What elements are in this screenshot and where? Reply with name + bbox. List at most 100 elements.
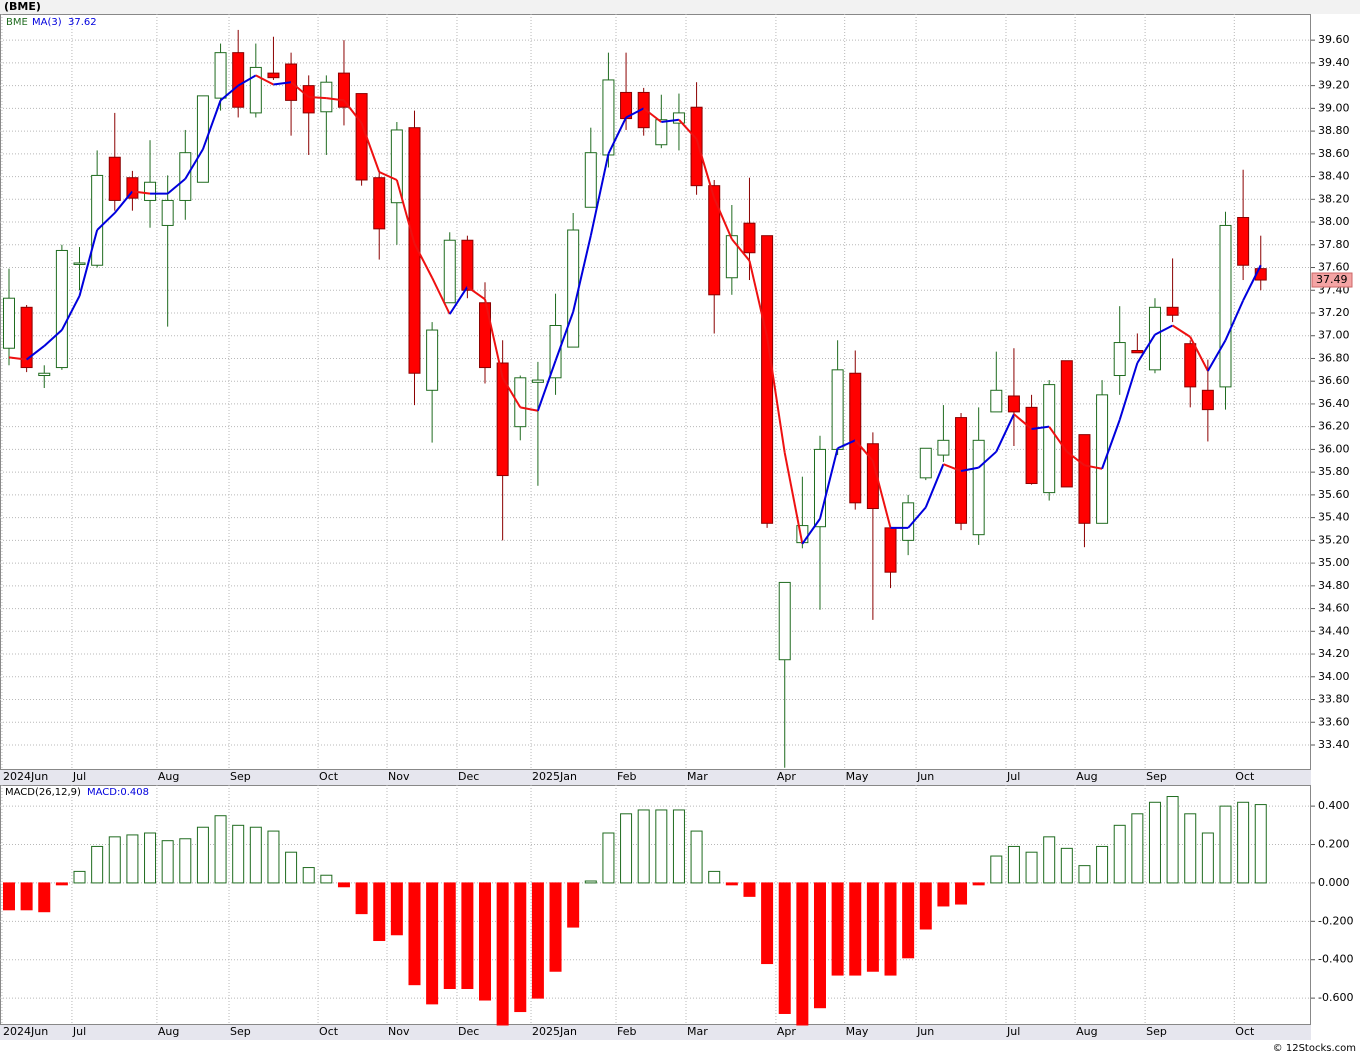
ma-legend: MA(3)	[32, 17, 62, 28]
ma-segment	[378, 171, 398, 181]
macd-bar	[108, 836, 121, 884]
x-tick-label: 2024Jun	[3, 770, 48, 783]
y-tick-label: 38.20	[1318, 192, 1350, 205]
ma-segment	[854, 439, 874, 462]
macd-bar	[1254, 804, 1267, 884]
ma-segment	[1048, 426, 1068, 453]
candle-body	[743, 222, 756, 254]
ma-segment	[501, 377, 522, 408]
macd-bar	[902, 882, 915, 959]
ma-segment	[1066, 450, 1086, 467]
y-tick-label: 33.60	[1318, 715, 1350, 728]
macd-bar	[73, 870, 86, 884]
ma-segment	[1172, 324, 1191, 338]
ma-segment	[837, 439, 856, 450]
candle-body	[144, 181, 157, 201]
ma-segment	[78, 229, 99, 297]
y-tick-label: -0.600	[1318, 991, 1353, 1004]
x-tick-label: Sep	[1146, 1025, 1167, 1038]
y-tick-label: 34.40	[1318, 624, 1350, 637]
ma-segment	[1206, 339, 1227, 372]
price-tag-label: 37.49	[1316, 273, 1348, 286]
macd-bar	[620, 813, 633, 884]
macd-bar	[1078, 865, 1091, 884]
candle-body	[866, 443, 879, 510]
macd-bar	[302, 867, 315, 884]
ma-value: 37.62	[68, 17, 97, 28]
x-tick-label: Jul	[1006, 770, 1020, 783]
macd-bar	[955, 882, 968, 905]
ma-segment	[678, 119, 698, 140]
candle-body	[1060, 360, 1073, 488]
ma-segment	[360, 122, 381, 173]
x-tick-label: Oct	[319, 1025, 339, 1038]
macd-bar	[196, 826, 209, 884]
macd-bar	[1184, 813, 1197, 884]
ma-segment	[1224, 300, 1245, 341]
ma-segment	[661, 118, 680, 123]
ma-segment	[536, 360, 557, 412]
price-tag	[1311, 272, 1353, 288]
y-tick-label: 39.40	[1318, 56, 1350, 69]
ma-segment	[960, 466, 979, 472]
candle-body	[778, 581, 791, 661]
macd-bar	[1166, 796, 1179, 884]
y-tick-label: 34.80	[1318, 579, 1350, 592]
macd-bar	[390, 882, 403, 936]
macd-bar	[849, 882, 862, 976]
macd-bar	[708, 870, 721, 884]
ma-segment	[554, 311, 575, 362]
ma-segment	[695, 138, 716, 199]
macd-bar	[866, 882, 879, 972]
macd-bar	[567, 882, 580, 928]
plot-layer: 2024Jun 2024Jun Jul Jul Aug Aug Sep Sep Oct Oct No…	[0, 14, 1353, 1038]
ma-segment	[413, 243, 434, 279]
macd-bar	[285, 851, 298, 884]
candle-body	[1219, 224, 1232, 388]
macd-bar	[1148, 801, 1161, 884]
ma-segment	[1031, 425, 1050, 430]
candle-body	[196, 95, 209, 183]
ma-segment	[395, 179, 416, 244]
y-tick-label: 37.20	[1318, 306, 1350, 319]
x-tick-label: May	[846, 1025, 869, 1038]
x-tick-label: Nov	[388, 1025, 410, 1038]
y-tick-label: 37.60	[1318, 261, 1350, 274]
x-tick-label: Apr	[777, 1025, 797, 1038]
candle-body	[267, 72, 280, 79]
y-tick-label: 36.20	[1318, 420, 1350, 433]
ma-segment	[924, 463, 945, 508]
macd-bar	[655, 809, 668, 884]
candle-body	[902, 502, 915, 541]
ma-segment	[977, 450, 997, 469]
candle-body	[708, 185, 721, 296]
candle-body	[443, 239, 456, 304]
y-tick-label: 36.60	[1318, 374, 1350, 387]
candle-body	[567, 229, 580, 348]
candle-body	[514, 377, 527, 428]
macd-bar	[355, 882, 368, 915]
price-panel	[0, 14, 1311, 770]
macd-bar	[602, 832, 615, 884]
macd-bar	[584, 880, 597, 884]
x-tick-label: Feb	[617, 1025, 636, 1038]
macd-bar	[144, 832, 157, 884]
macd-bar	[919, 882, 932, 930]
candle-body	[937, 439, 950, 456]
candle-body	[1131, 350, 1144, 354]
y-tick-label: 35.40	[1318, 511, 1350, 524]
candle-body	[355, 93, 368, 181]
ma-segment	[731, 238, 751, 262]
ma-segment	[96, 212, 116, 231]
x-tick-label: Mar	[687, 1025, 708, 1038]
candle-body	[108, 156, 121, 201]
title-bar	[0, 0, 1360, 14]
x-tick-label: Oct	[1235, 1025, 1255, 1038]
ma-segment	[1189, 336, 1209, 372]
ma-segment	[801, 518, 821, 545]
macd-bar	[320, 874, 333, 884]
candle-body	[73, 262, 86, 265]
candle-body	[1201, 389, 1214, 411]
candle-body	[1096, 394, 1109, 524]
